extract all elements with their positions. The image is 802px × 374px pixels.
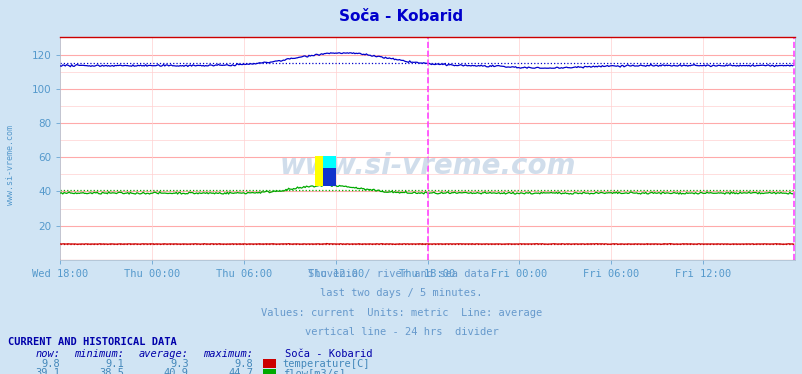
Text: flow[m3/s]: flow[m3/s] [282,368,345,374]
Text: 39.1: 39.1 [35,368,60,374]
Bar [322,168,335,186]
Text: vertical line - 24 hrs  divider: vertical line - 24 hrs divider [304,327,498,337]
Text: now:: now: [35,349,60,359]
Text: 38.5: 38.5 [99,368,124,374]
Text: Values: current  Units: metric  Line: average: Values: current Units: metric Line: aver… [261,308,541,318]
Text: 44.7: 44.7 [228,368,253,374]
Bar [322,156,335,186]
Text: Soča - Kobarid: Soča - Kobarid [285,349,372,359]
Text: www.si-vreme.com: www.si-vreme.com [279,153,575,181]
Text: average:: average: [139,349,188,359]
Text: 9.1: 9.1 [106,359,124,368]
Text: maximum:: maximum: [203,349,253,359]
Text: 9.8: 9.8 [42,359,60,368]
Text: Slovenia / river and sea data.: Slovenia / river and sea data. [307,269,495,279]
Text: 9.3: 9.3 [170,359,188,368]
Text: minimum:: minimum: [75,349,124,359]
Text: last two days / 5 minutes.: last two days / 5 minutes. [320,288,482,298]
Text: 9.8: 9.8 [234,359,253,368]
Bar [315,156,335,186]
Text: 40.9: 40.9 [164,368,188,374]
Text: temperature[C]: temperature[C] [282,359,370,368]
Text: Soča - Kobarid: Soča - Kobarid [339,9,463,24]
Text: www.si-vreme.com: www.si-vreme.com [6,125,15,205]
Text: CURRENT AND HISTORICAL DATA: CURRENT AND HISTORICAL DATA [8,337,176,347]
